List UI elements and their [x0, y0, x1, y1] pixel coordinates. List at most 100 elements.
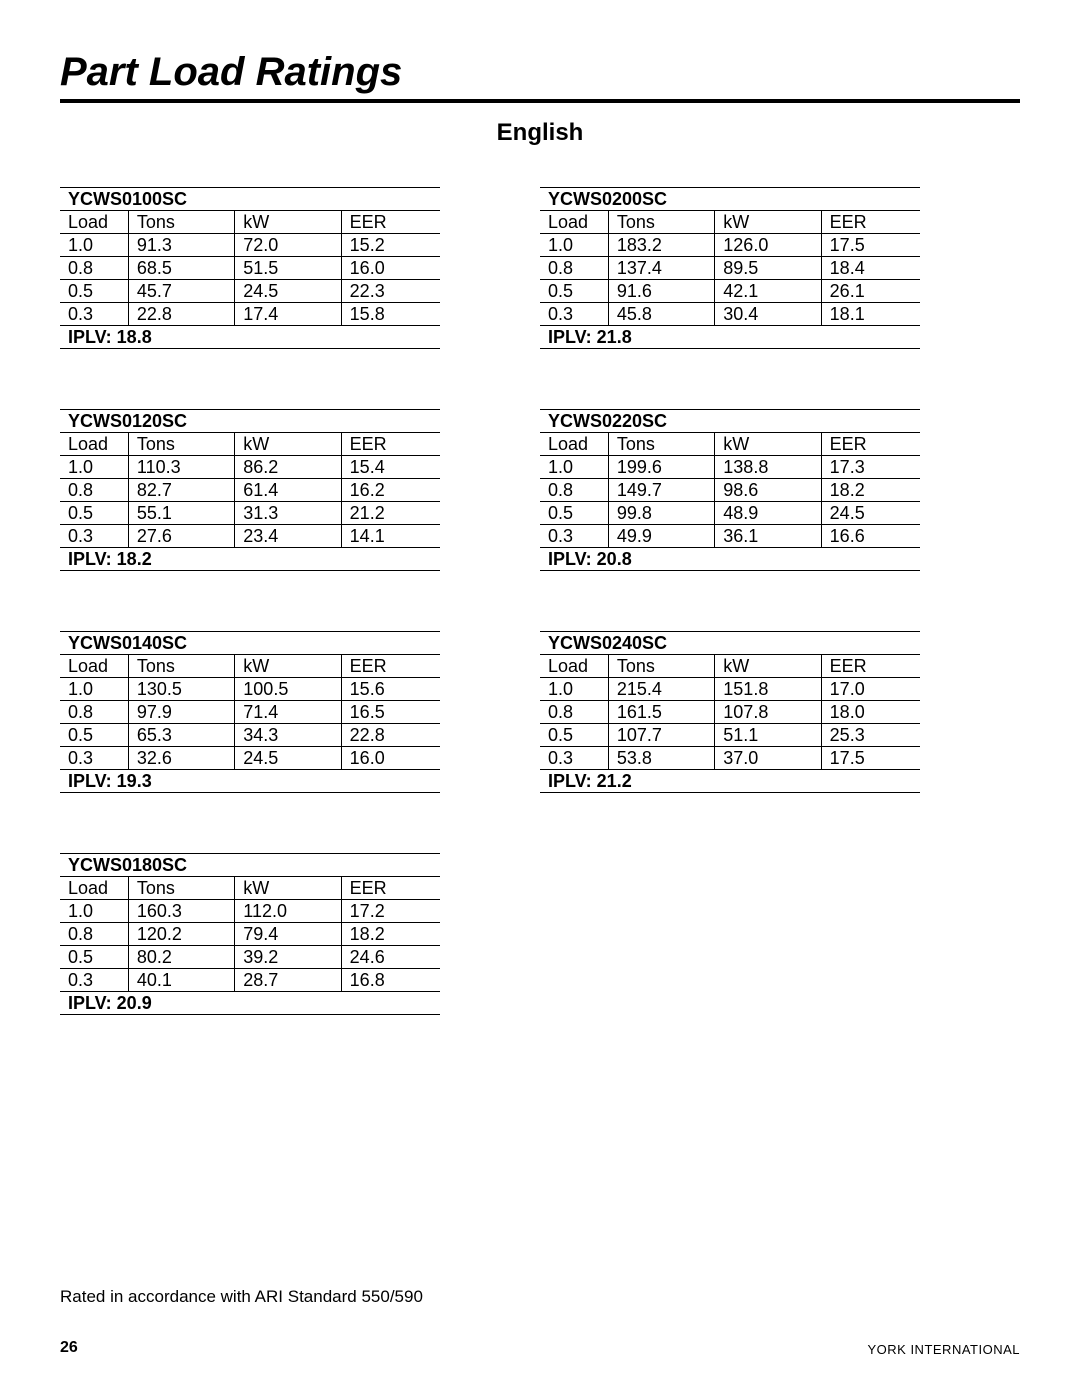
data-cell: 89.5	[715, 257, 821, 280]
table-row: 1.0110.386.215.4	[60, 456, 440, 479]
data-cell: 1.0	[540, 234, 608, 257]
table-row: 0.591.642.126.1	[540, 280, 920, 303]
page-number: 26	[60, 1339, 78, 1357]
data-cell: 31.3	[235, 502, 341, 525]
data-cell: 0.8	[540, 479, 608, 502]
data-cell: 72.0	[235, 234, 341, 257]
data-cell: 17.4	[235, 303, 341, 326]
data-cell: 48.9	[715, 502, 821, 525]
column-header: Load	[540, 211, 608, 234]
table-row: 0.599.848.924.5	[540, 502, 920, 525]
table-row: 0.580.239.224.6	[60, 946, 440, 969]
iplv-footer: IPLV: 20.9	[60, 992, 440, 1015]
model-header: YCWS0100SC	[60, 188, 440, 211]
column-header: Tons	[128, 655, 234, 678]
rating-table: YCWS0120SCLoadTonskWEER1.0110.386.215.40…	[60, 409, 440, 571]
data-cell: 112.0	[235, 900, 341, 923]
data-cell: 1.0	[540, 456, 608, 479]
data-cell: 37.0	[715, 747, 821, 770]
data-cell: 18.0	[821, 701, 920, 724]
column-header: Tons	[128, 877, 234, 900]
iplv-footer: IPLV: 21.8	[540, 326, 920, 349]
data-cell: 28.7	[235, 969, 341, 992]
data-cell: 0.3	[540, 525, 608, 548]
model-header: YCWS0240SC	[540, 632, 920, 655]
data-cell: 18.4	[821, 257, 920, 280]
data-cell: 1.0	[60, 900, 128, 923]
column-header: kW	[715, 655, 821, 678]
column-header: kW	[715, 433, 821, 456]
data-cell: 51.5	[235, 257, 341, 280]
data-cell: 32.6	[128, 747, 234, 770]
table-row: 1.0199.6138.817.3	[540, 456, 920, 479]
iplv-footer: IPLV: 21.2	[540, 770, 920, 793]
data-cell: 0.5	[60, 946, 128, 969]
data-cell: 0.3	[60, 303, 128, 326]
rating-table: YCWS0240SCLoadTonskWEER1.0215.4151.817.0…	[540, 631, 920, 793]
table-row: 0.353.837.017.5	[540, 747, 920, 770]
data-cell: 22.8	[128, 303, 234, 326]
data-cell: 0.3	[540, 747, 608, 770]
column-header: Load	[60, 433, 128, 456]
data-cell: 0.3	[540, 303, 608, 326]
table-row: 1.0215.4151.817.0	[540, 678, 920, 701]
data-cell: 15.4	[341, 456, 440, 479]
table-row: 1.0183.2126.017.5	[540, 234, 920, 257]
data-cell: 14.1	[341, 525, 440, 548]
iplv-footer: IPLV: 20.8	[540, 548, 920, 571]
column-header: Load	[60, 877, 128, 900]
data-cell: 40.1	[128, 969, 234, 992]
data-cell: 107.7	[608, 724, 714, 747]
data-cell: 65.3	[128, 724, 234, 747]
data-cell: 16.6	[821, 525, 920, 548]
brand-label: YORK INTERNATIONAL	[867, 1342, 1020, 1357]
table-row: 0.8161.5107.818.0	[540, 701, 920, 724]
table-row: 1.091.372.015.2	[60, 234, 440, 257]
data-cell: 71.4	[235, 701, 341, 724]
data-cell: 1.0	[60, 678, 128, 701]
data-cell: 1.0	[540, 678, 608, 701]
table-row: 0.327.623.414.1	[60, 525, 440, 548]
column-header: Tons	[608, 211, 714, 234]
data-cell: 51.1	[715, 724, 821, 747]
data-cell: 0.8	[60, 923, 128, 946]
model-header: YCWS0200SC	[540, 188, 920, 211]
data-cell: 0.5	[60, 280, 128, 303]
tables-right-column: YCWS0200SCLoadTonskWEER1.0183.2126.017.5…	[540, 187, 920, 1015]
iplv-footer: IPLV: 18.2	[60, 548, 440, 571]
table-row: 0.897.971.416.5	[60, 701, 440, 724]
data-cell: 68.5	[128, 257, 234, 280]
data-cell: 110.3	[128, 456, 234, 479]
column-header: Load	[540, 433, 608, 456]
data-cell: 17.5	[821, 234, 920, 257]
rating-table: YCWS0200SCLoadTonskWEER1.0183.2126.017.5…	[540, 187, 920, 349]
data-cell: 16.0	[341, 257, 440, 280]
data-cell: 0.5	[540, 280, 608, 303]
column-header: EER	[821, 655, 920, 678]
table-row: 0.882.761.416.2	[60, 479, 440, 502]
data-cell: 24.5	[821, 502, 920, 525]
data-cell: 24.6	[341, 946, 440, 969]
table-row: 0.565.334.322.8	[60, 724, 440, 747]
rating-table: YCWS0220SCLoadTonskWEER1.0199.6138.817.3…	[540, 409, 920, 571]
data-cell: 61.4	[235, 479, 341, 502]
data-cell: 34.3	[235, 724, 341, 747]
table-row: 0.322.817.415.8	[60, 303, 440, 326]
data-cell: 0.8	[540, 701, 608, 724]
table-row: 1.0130.5100.515.6	[60, 678, 440, 701]
column-header: Tons	[128, 211, 234, 234]
data-cell: 18.1	[821, 303, 920, 326]
data-cell: 24.5	[235, 280, 341, 303]
data-cell: 0.8	[60, 257, 128, 280]
data-cell: 27.6	[128, 525, 234, 548]
data-cell: 79.4	[235, 923, 341, 946]
data-cell: 17.5	[821, 747, 920, 770]
table-row: 0.349.936.116.6	[540, 525, 920, 548]
model-header: YCWS0120SC	[60, 410, 440, 433]
data-cell: 45.8	[608, 303, 714, 326]
data-cell: 215.4	[608, 678, 714, 701]
column-header: EER	[341, 211, 440, 234]
rating-table: YCWS0180SCLoadTonskWEER1.0160.3112.017.2…	[60, 853, 440, 1015]
table-row: 0.555.131.321.2	[60, 502, 440, 525]
data-cell: 17.2	[341, 900, 440, 923]
